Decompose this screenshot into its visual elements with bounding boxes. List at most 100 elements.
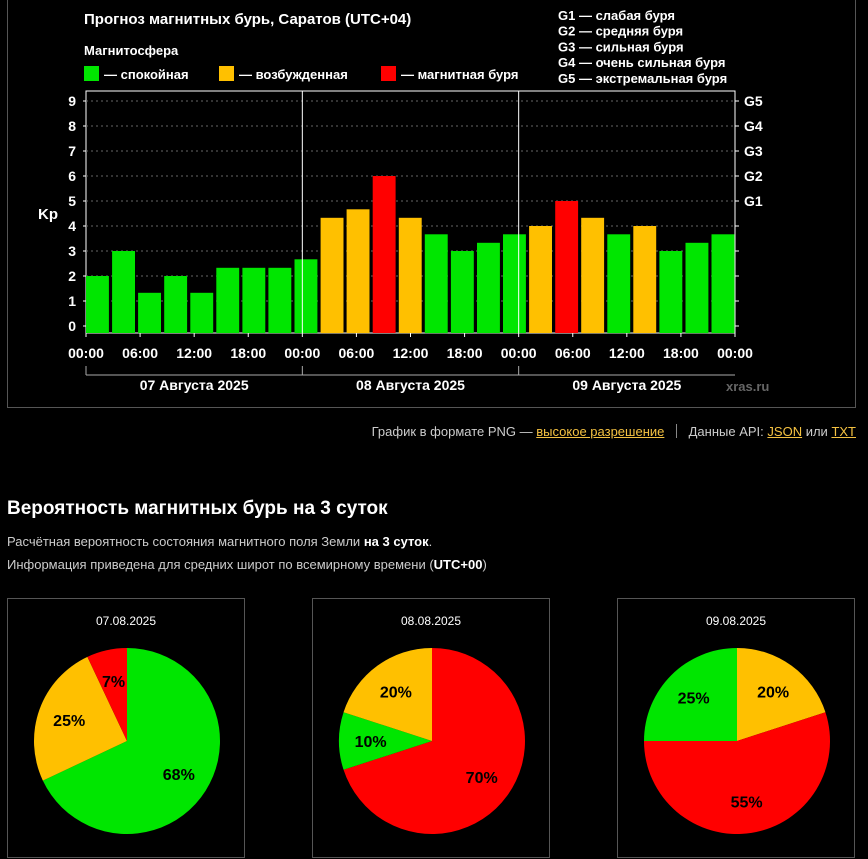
pie-slice: [343, 648, 525, 834]
probability-desc-1: Расчётная вероятность состояния магнитно…: [7, 534, 432, 549]
g-scale-legend-item: G1 — слабая буря: [558, 8, 675, 23]
pie-card-day-1: 07.08.2025 68% 25% 7%: [7, 598, 245, 858]
x-tick-label: 00:00: [284, 345, 320, 361]
pie-slice-label: 10%: [355, 734, 387, 751]
kp-bar: [607, 234, 631, 334]
x-tick-label: 18:00: [230, 345, 266, 361]
kp-bar: [450, 251, 474, 333]
kp-bar: [346, 209, 370, 334]
desc2-suffix: ): [482, 557, 487, 572]
txt-link[interactable]: TXT: [831, 424, 856, 439]
pie-slice: [737, 648, 826, 741]
g-tick-label: G3: [744, 143, 763, 159]
g-scale-legend-item: G3 — сильная буря: [558, 39, 684, 54]
g-scale-legend-item: G4 — очень сильная буря: [558, 55, 725, 70]
g-scale-legend-item: G5 — экстремальная буря: [558, 71, 727, 86]
kp-bar: [138, 292, 161, 334]
y-tick-label: 3: [68, 243, 76, 259]
pie-card-day-3: 09.08.2025 20% 55% 25%: [617, 598, 855, 858]
x-tick-label: 06:00: [339, 345, 375, 361]
pie-slice: [87, 648, 127, 741]
kp-bar: [477, 242, 500, 334]
desc1-bold: на 3 суток: [363, 534, 429, 549]
pie-card-day-2: 08.08.2025 70% 10% 20%: [312, 598, 550, 858]
download-links: График в формате PNG — высокое разрешени…: [372, 424, 856, 439]
pie-chart: 68% 25% 7%: [33, 648, 220, 834]
pie-slice-label: 20%: [757, 684, 789, 701]
or-text: или: [805, 424, 828, 439]
kp-bar: [268, 267, 292, 334]
pie-date: 07.08.2025: [95, 614, 157, 628]
pie-date: 09.08.2025: [705, 614, 767, 628]
kp-bar: [711, 234, 735, 334]
g-tick-label: G5: [744, 93, 763, 109]
desc1-suffix: .: [428, 534, 433, 549]
legend-swatch: [84, 66, 99, 81]
pie-slice-label: 70%: [466, 770, 498, 787]
pie-slice: [343, 648, 432, 741]
links-divider: [676, 424, 677, 438]
api-prefix: Данные API:: [688, 424, 764, 439]
legend-label: — спокойная: [104, 67, 189, 82]
y-tick-label: 5: [68, 193, 76, 209]
kp-bar: [242, 267, 266, 334]
pie-chart: 70% 10% 20%: [338, 648, 525, 834]
g-tick-label: G1: [744, 193, 763, 209]
g-tick-label: G4: [744, 118, 763, 134]
chart-title: Прогноз магнитных бурь, Саратов (UTC+04): [84, 11, 411, 28]
y-axis-label: Kp: [38, 206, 58, 223]
y-tick-label: 2: [68, 268, 76, 284]
png-high-res-link[interactable]: высокое разрешение: [536, 424, 665, 439]
kp-bar: [529, 226, 552, 333]
y-tick-label: 7: [68, 143, 76, 159]
pie-slice-label: 7%: [102, 674, 125, 691]
probability-desc-2: Информация приведена для средних широт п…: [7, 557, 487, 572]
kp-bar: [633, 226, 657, 333]
pie-slice: [338, 712, 432, 770]
kp-bar: [581, 217, 605, 334]
kp-bar: [294, 259, 318, 334]
kp-bar: [424, 234, 448, 334]
kp-bar: [555, 201, 579, 333]
x-tick-label: 12:00: [393, 345, 429, 361]
y-tick-label: 4: [68, 218, 76, 234]
kp-bar: [190, 292, 214, 334]
x-tick-label: 06:00: [122, 345, 158, 361]
kp-bar: [659, 251, 683, 333]
pie-slice: [644, 648, 737, 741]
watermark: xras.ru: [726, 379, 769, 394]
pie-slice-label: 25%: [678, 691, 710, 708]
png-prefix: График в формате PNG —: [371, 424, 533, 439]
pie-chart: 20% 55% 25%: [644, 648, 830, 834]
kp-bar: [320, 217, 344, 334]
x-tick-label: 00:00: [68, 345, 104, 361]
legend-swatch: [219, 66, 234, 81]
pie-slice-label: 25%: [53, 713, 85, 730]
day-label: 07 Августа 2025: [140, 377, 249, 393]
x-tick-label: 00:00: [501, 345, 537, 361]
g-scale-legend-item: G2 — средняя буря: [558, 24, 683, 39]
pie-date: 08.08.2025: [400, 614, 462, 628]
kp-bar: [503, 234, 526, 334]
day-label: 08 Августа 2025: [356, 377, 465, 393]
kp-bar: [112, 251, 135, 333]
desc2-prefix: Информация приведена для средних широт п…: [7, 557, 434, 572]
x-tick-label: 06:00: [555, 345, 591, 361]
y-tick-label: 0: [68, 318, 76, 334]
g-tick-label: G2: [744, 168, 763, 184]
pie-slice: [33, 656, 127, 781]
kp-chart-svg: Прогноз магнитных бурь, Саратов (UTC+04)…: [38, 8, 769, 394]
day-label: 09 Августа 2025: [572, 377, 681, 393]
legend-swatch: [381, 66, 396, 81]
desc2-bold: UTC+00: [433, 557, 483, 572]
y-tick-label: 6: [68, 168, 76, 184]
kp-bar: [685, 242, 709, 334]
desc1-prefix: Расчётная вероятность состояния магнитно…: [7, 534, 361, 549]
x-tick-label: 12:00: [176, 345, 212, 361]
legend-label: — возбужденная: [239, 67, 348, 82]
y-tick-label: 9: [68, 93, 76, 109]
y-tick-label: 8: [68, 118, 76, 134]
pie-slice-label: 55%: [731, 795, 763, 812]
json-link[interactable]: JSON: [767, 424, 803, 439]
pie-slice-label: 68%: [163, 767, 195, 784]
